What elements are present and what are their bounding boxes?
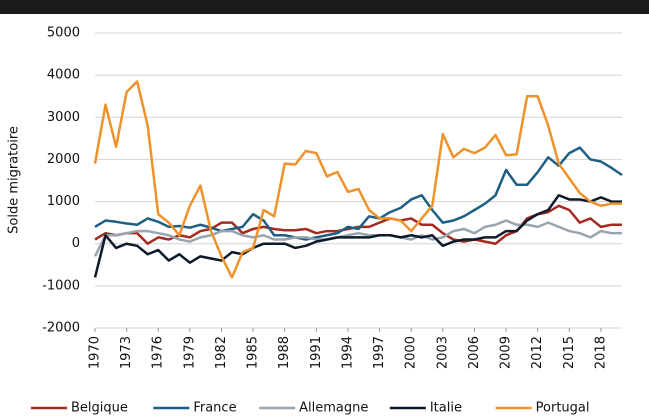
series-line — [93, 80, 622, 279]
x-tick-label: 2015 — [562, 336, 577, 369]
y-tick-label: -1000 — [42, 278, 80, 293]
x-tick-label: 2003 — [435, 336, 450, 369]
y-axis-label: Solde migratoire — [7, 126, 22, 234]
x-tick-label: 1985 — [246, 336, 261, 369]
x-tick-label: 1991 — [309, 336, 324, 369]
x-tick-label: 1997 — [372, 336, 387, 369]
x-tick-label: 2009 — [499, 336, 514, 369]
x-tick-label: 2006 — [467, 336, 482, 369]
x-tick-label: 1982 — [214, 336, 229, 369]
legend-label: Belgique — [71, 401, 128, 416]
series-line — [93, 219, 622, 257]
legend-label: Portugal — [536, 401, 590, 416]
x-tick-label: 1979 — [182, 336, 197, 369]
x-tick-label: 2012 — [530, 336, 545, 369]
y-tick-label: 4000 — [47, 68, 80, 83]
top-bar — [0, 0, 649, 14]
y-tick-label: 0 — [72, 236, 80, 251]
x-tick-label: 2018 — [593, 336, 608, 369]
legend-label: Allemagne — [299, 401, 368, 416]
x-tick-label: 1988 — [277, 336, 292, 369]
legend-label: Italie — [430, 401, 462, 416]
x-tick-label: 1994 — [340, 336, 355, 369]
series-line — [93, 194, 622, 278]
y-tick-label: 5000 — [47, 26, 80, 41]
y-tick-label: 1000 — [47, 194, 80, 209]
y-tick-label: 2000 — [47, 152, 80, 167]
x-tick-label: 1970 — [88, 336, 103, 369]
y-tick-label: 3000 — [47, 110, 80, 125]
x-tick-label: 1973 — [119, 336, 134, 369]
y-tick-label: -2000 — [42, 321, 80, 336]
legend-label: France — [193, 401, 236, 416]
x-tick-label: 1976 — [151, 336, 166, 369]
x-tick-label: 2000 — [404, 336, 419, 369]
